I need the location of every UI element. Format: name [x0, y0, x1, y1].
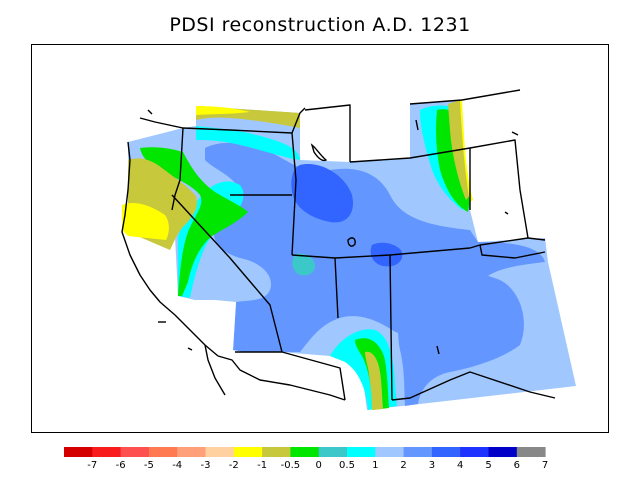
- legend-label: -5: [144, 460, 154, 471]
- legend-swatch: [403, 447, 433, 457]
- legend-label: 6: [514, 460, 520, 471]
- pdsi-region-olive: [365, 351, 383, 410]
- legend-swatch: [120, 447, 150, 457]
- legend-label: -0.5: [281, 460, 301, 471]
- legend-swatch: [64, 447, 93, 457]
- legend-label: 1: [372, 460, 378, 471]
- legend-swatch: [205, 447, 235, 457]
- pdsi-region-3-4: [291, 164, 354, 223]
- legend-swatch: [233, 447, 263, 457]
- pdsi-region-green: [140, 147, 248, 296]
- legend-label: 3: [429, 460, 435, 471]
- legend-label: 0.5: [339, 460, 355, 471]
- legend-swatch: [148, 447, 178, 457]
- map-title: PDSI reconstruction A.D. 1231: [169, 14, 471, 36]
- legend-label: 2: [400, 460, 406, 471]
- lakes: [147, 109, 519, 355]
- legend-swatch: [318, 447, 348, 457]
- legend-swatch: [460, 447, 489, 457]
- pdsi-region-2-3: [397, 255, 524, 406]
- pdsi-region-cyan: [196, 126, 300, 160]
- pdsi-region-yellow: [122, 203, 169, 240]
- legend-label: -3: [201, 460, 211, 471]
- legend-swatch: [262, 447, 291, 457]
- pdsi-region-yellow: [460, 100, 473, 202]
- pdsi-region-yellow: [196, 106, 250, 115]
- legend-label: -2: [229, 460, 239, 471]
- legend-swatch: [431, 447, 461, 457]
- legend-label: 0: [316, 460, 322, 471]
- legend-label: -7: [87, 460, 97, 471]
- legend-label: 7: [542, 460, 548, 471]
- legend-swatch: [347, 447, 376, 457]
- legend-label: -6: [116, 460, 126, 471]
- legend-swatch: [516, 447, 546, 457]
- legend-swatch: [488, 447, 518, 457]
- legend-label: 5: [485, 460, 491, 471]
- legend-swatch: [290, 447, 320, 457]
- legend-swatch: [92, 447, 122, 457]
- state-boundaries: [121, 89, 556, 401]
- legend-swatch: [375, 447, 405, 457]
- pdsi-region-teal: [292, 253, 315, 276]
- legend-label: 4: [457, 460, 463, 471]
- no-data-area: [196, 300, 236, 352]
- legend-label: -4: [172, 460, 182, 471]
- legend-label: -1: [257, 460, 267, 471]
- legend-swatch: [177, 447, 206, 457]
